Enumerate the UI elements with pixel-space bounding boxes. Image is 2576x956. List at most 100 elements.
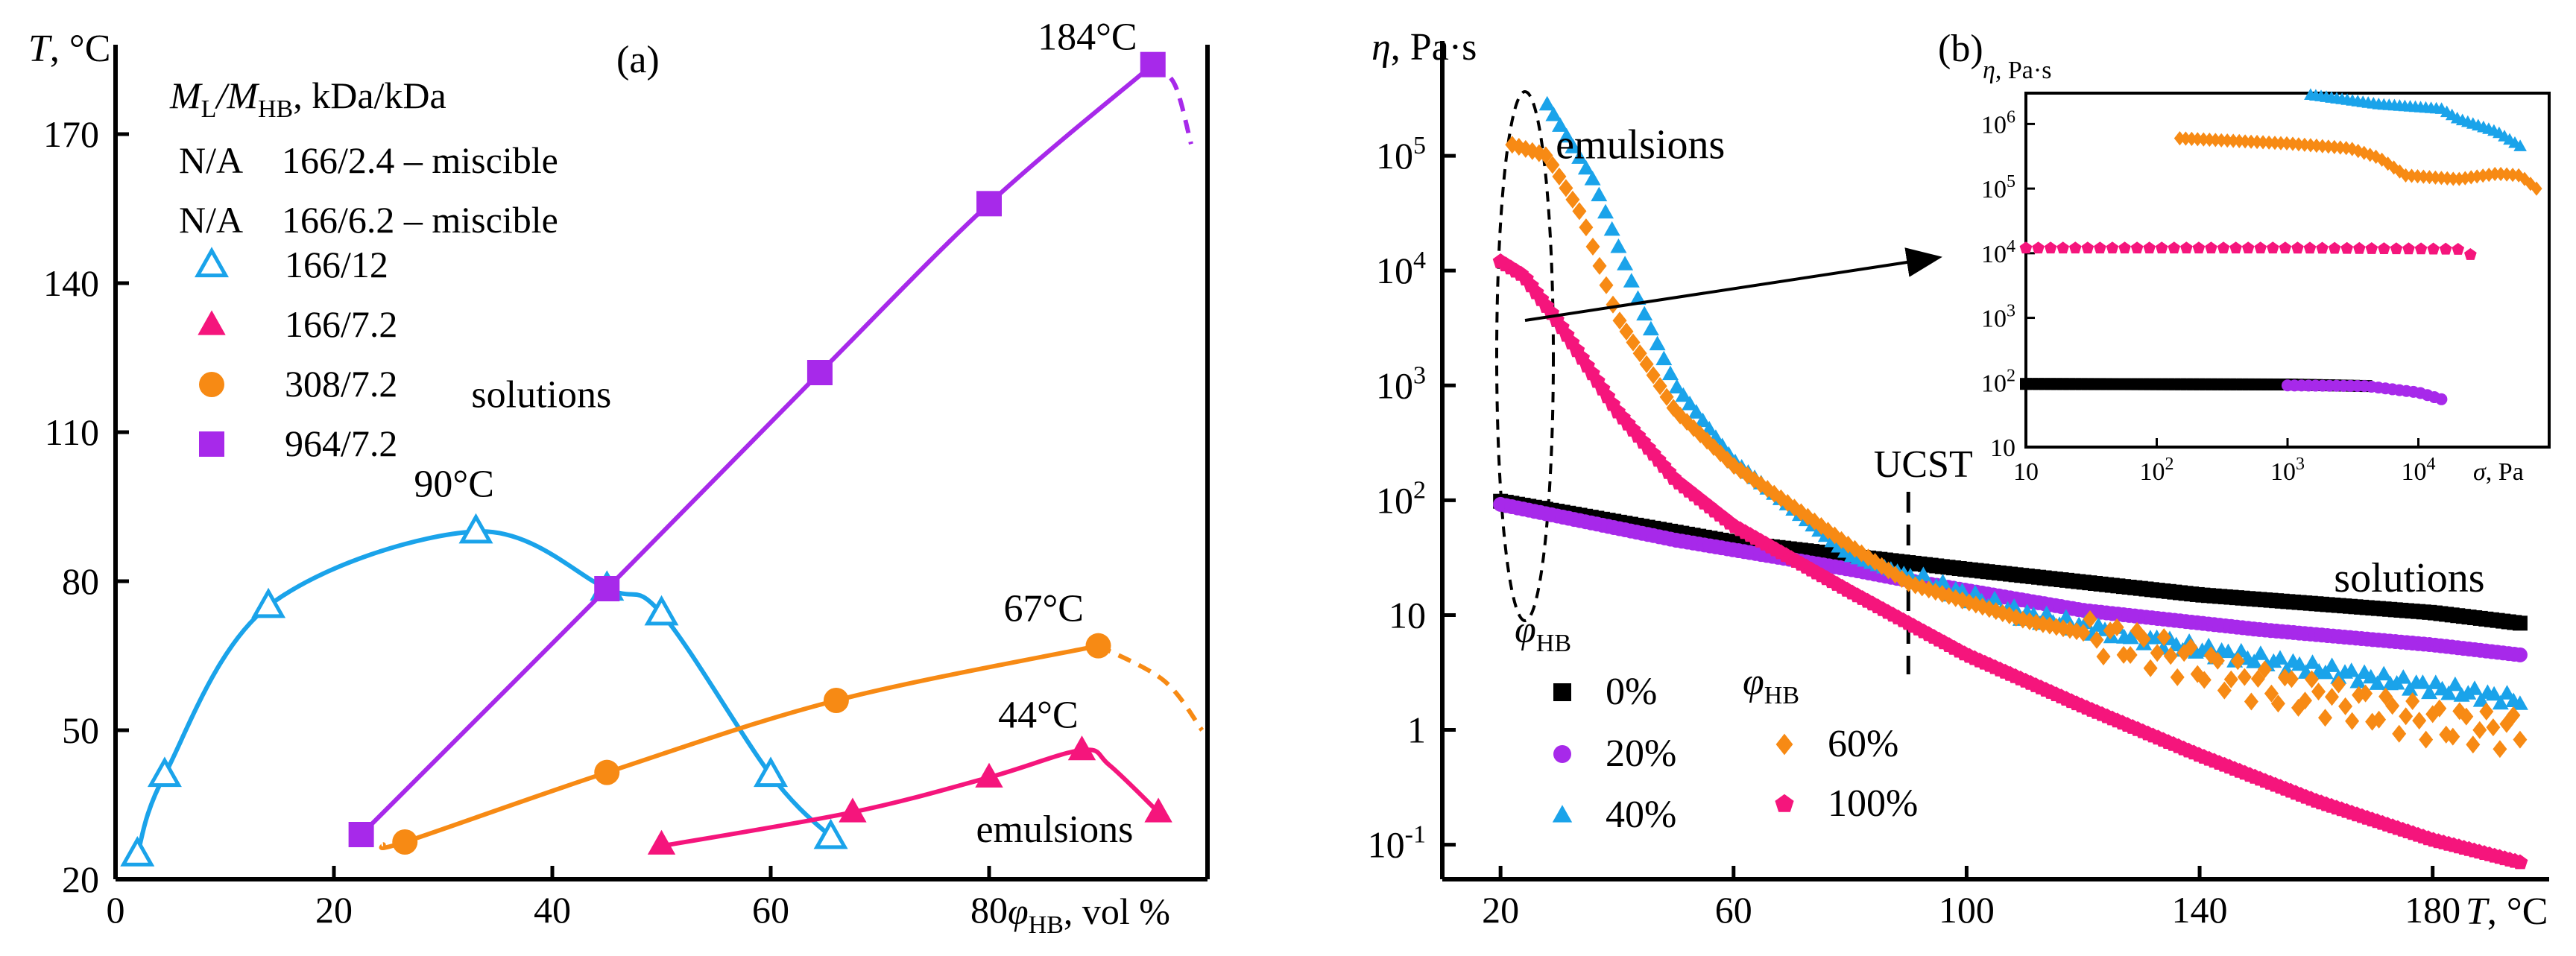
- b-data-point: [1639, 355, 1654, 373]
- b-annotation: emulsions: [1556, 122, 1725, 168]
- b-data-point: [2419, 730, 2434, 749]
- b-data-point: [2493, 740, 2507, 759]
- inset-data-point: [2245, 134, 2257, 149]
- inset-data-point: [2118, 241, 2131, 254]
- inset-data-point: [2435, 393, 2448, 405]
- a-legend-label: 308/7.2: [285, 363, 397, 405]
- b-data-point: [2472, 721, 2487, 739]
- b-data-point: [2257, 660, 2272, 679]
- b-data-point: [1623, 273, 1640, 288]
- a-y-tick-label: 110: [45, 411, 99, 453]
- a-data-point: [1067, 735, 1096, 761]
- b-data-point: [1559, 179, 1573, 197]
- a-data-point: [594, 759, 620, 785]
- b-data-point: [1619, 322, 1634, 341]
- inset-x-tick-label: 102: [2140, 455, 2174, 486]
- a-annotation: 67°C: [1004, 587, 1084, 630]
- b-data-point: [2246, 653, 2263, 668]
- a-annotation: solutions: [471, 374, 611, 417]
- b-data-point: [1610, 238, 1627, 253]
- a-y-axis-label: T, °C: [28, 28, 110, 70]
- b-data-point: [2057, 609, 2074, 624]
- b-data-point: [2414, 674, 2431, 689]
- chart-panel-inset: 10 102 103 104 105 106 10 102 103 104 η, Pa·s σ, Pa: [1981, 57, 2551, 486]
- b-data-point: [2459, 707, 2474, 726]
- b-data-point: [2136, 630, 2151, 648]
- b-data-point: [2392, 724, 2407, 743]
- b-data-point: [2252, 645, 2269, 660]
- b-data-point: [2272, 650, 2288, 665]
- chart-panel-b: (b) 10-1 1 10 102 103 104 105 20 60 100 140 180 η, P…: [1368, 26, 2549, 933]
- inset-data-point: [2032, 241, 2045, 254]
- a-legend-na-label: 166/6.2 – miscible: [282, 199, 558, 241]
- a-annotation: 184°C: [1038, 16, 1137, 59]
- a-data-point: [1085, 633, 1111, 659]
- b-data-point: [2150, 644, 2165, 662]
- b-x-tick-label: 100: [1939, 889, 1995, 931]
- b-data-point: [1558, 127, 1575, 143]
- a-data-point: [348, 822, 374, 847]
- inset-data-point: [2168, 241, 2181, 254]
- inset-data-point: [2427, 242, 2440, 255]
- b-data-point: [1668, 379, 1685, 393]
- b-data-point: [2318, 709, 2332, 727]
- b-data-point: [2446, 727, 2460, 746]
- inset-data-point: [2094, 241, 2106, 254]
- b-data-point: [2284, 670, 2299, 688]
- inset-data-point: [2056, 241, 2070, 254]
- inset-data-point: [2316, 241, 2329, 254]
- inset-x-tick-label: 104: [2402, 455, 2436, 486]
- a-legend-marker: [199, 372, 224, 397]
- b-data-point: [2479, 702, 2494, 721]
- inset-data-point: [2191, 132, 2203, 147]
- b-x-tick-label: 140: [2172, 889, 2228, 931]
- b-data-point: [2096, 648, 2111, 666]
- b-data-point: [2089, 630, 2104, 649]
- inset-data-point: [2513, 139, 2527, 151]
- b-data-point: [1694, 412, 1711, 428]
- b-legend-marker: [1553, 683, 1571, 701]
- inset-data-point: [2303, 241, 2317, 254]
- a-data-point: [594, 576, 620, 601]
- inset-data-point: [2414, 242, 2428, 255]
- panel-b-label: (b): [1938, 28, 1983, 70]
- inset-data-point: [2205, 241, 2217, 254]
- a-series-curve: [135, 529, 833, 855]
- b-data-point: [1565, 139, 1582, 153]
- inset-data-point: [2241, 241, 2255, 254]
- b-data-point: [2511, 695, 2528, 710]
- a-legend-label: 166/7.2: [285, 303, 397, 345]
- a-y-tick-label: 80: [62, 560, 99, 602]
- b-inset-arrow: [1524, 247, 1942, 322]
- a-legend-label: 166/12: [285, 244, 388, 285]
- b-legend-title-2: φHB: [1743, 661, 1799, 709]
- a-legend-marker: [195, 247, 229, 278]
- b-data-point: [1552, 117, 1569, 132]
- inset-x-tick-label: 10: [2013, 458, 2039, 486]
- b-data-point: [2492, 694, 2509, 710]
- inset-data-point: [2452, 243, 2465, 255]
- b-x-tick-label: 60: [1715, 889, 1752, 931]
- inset-data-point: [2352, 241, 2366, 254]
- b-data-point: [1584, 171, 1601, 186]
- inset-data-point: [2447, 171, 2459, 186]
- b-data-point: [2513, 730, 2528, 749]
- b-data-point: [1934, 574, 1951, 589]
- b-data-point: [1662, 365, 1679, 381]
- b-data-point: [2244, 692, 2258, 711]
- b-data-point: [2345, 712, 2360, 730]
- b-data-point: [2264, 684, 2279, 703]
- inset-data-point: [2130, 241, 2144, 254]
- b-data-point: [1592, 256, 1607, 275]
- b-data-point: [2498, 685, 2516, 700]
- b-y-tick-label: 103: [1376, 361, 1426, 406]
- inset-data-point: [2254, 241, 2267, 254]
- b-y-tick-label: 102: [1376, 476, 1426, 521]
- b-legend-label: 60%: [1828, 723, 1898, 765]
- b-data-point: [1659, 387, 1674, 406]
- b-data-point: [2220, 643, 2237, 659]
- inset-data-point: [2291, 241, 2304, 254]
- a-legend-marker: [198, 310, 226, 335]
